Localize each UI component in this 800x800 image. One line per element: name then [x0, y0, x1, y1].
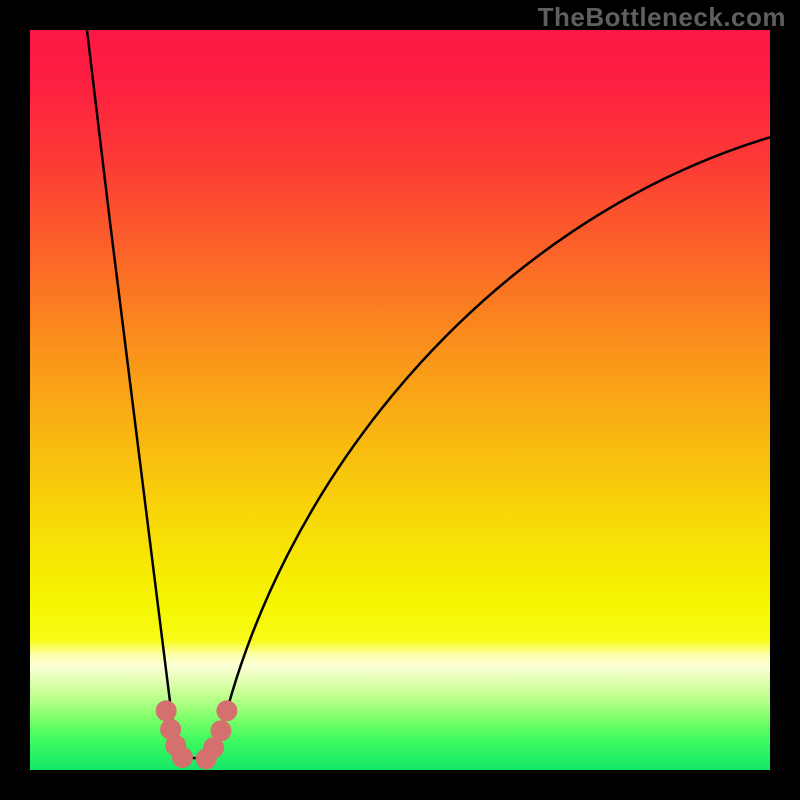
bottleneck-curve: [87, 30, 770, 758]
data-marker: [156, 700, 177, 721]
data-marker: [172, 747, 193, 768]
plot-area: [30, 30, 770, 770]
data-marker: [210, 720, 231, 741]
watermark-label: TheBottleneck.com: [538, 2, 786, 33]
data-marker: [216, 700, 237, 721]
chart-svg: [30, 30, 770, 770]
